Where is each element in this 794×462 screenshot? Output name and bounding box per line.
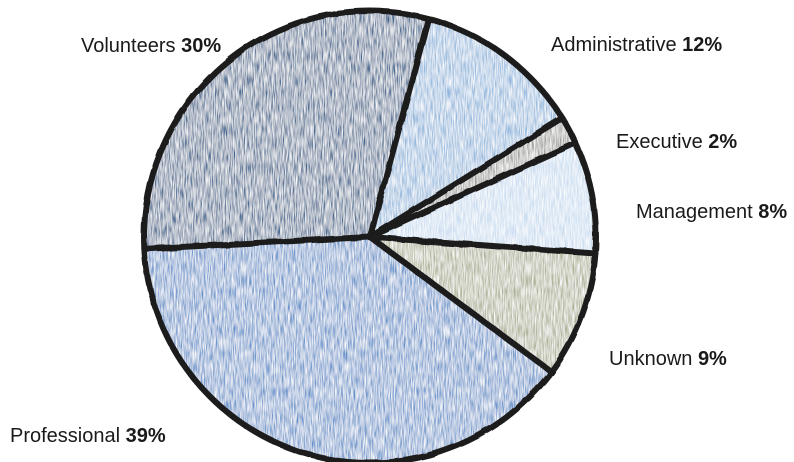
slice-label-percent: 2% bbox=[708, 131, 737, 153]
pie-dividers bbox=[141, 8, 599, 462]
slice-label-administrative: Administrative 12% bbox=[551, 34, 722, 56]
slice-label-percent: 8% bbox=[758, 201, 787, 223]
slice-label-management: Management 8% bbox=[636, 201, 787, 223]
slice-label-percent: 39% bbox=[126, 425, 166, 447]
pie-divider-line bbox=[367, 234, 555, 375]
slice-label-professional: Professional 39% bbox=[10, 425, 166, 447]
pie-slice-professional bbox=[144, 237, 552, 462]
slice-label-name: Administrative bbox=[551, 34, 682, 56]
slice-label-name: Volunteers bbox=[81, 35, 181, 57]
slice-label-executive: Executive 2% bbox=[616, 131, 737, 153]
pie-divider-line bbox=[367, 139, 579, 240]
pie-divider-line bbox=[141, 234, 373, 252]
pie-slice-administrative bbox=[370, 18, 563, 238]
pie-divider-line bbox=[367, 114, 566, 240]
slice-label-percent: 9% bbox=[698, 348, 727, 370]
pie-divider-line bbox=[367, 234, 599, 257]
slice-label-name: Professional bbox=[10, 425, 126, 447]
pie-labels: Administrative 12% Executive 2% Management… bbox=[10, 34, 787, 447]
slice-label-percent: 30% bbox=[181, 35, 221, 57]
slice-label-name: Executive bbox=[616, 131, 708, 153]
pie-slice-management bbox=[370, 142, 596, 254]
pie-divider-line bbox=[367, 15, 432, 240]
pie-outline bbox=[141, 8, 599, 462]
slice-label-unknown: Unknown 9% bbox=[609, 348, 727, 370]
pie-slice-unknown bbox=[370, 237, 596, 372]
slice-label-volunteers: Volunteers 30% bbox=[81, 35, 221, 57]
slice-label-percent: 12% bbox=[682, 34, 722, 56]
pie-slice-volunteers bbox=[144, 11, 429, 249]
slice-label-name: Management bbox=[636, 201, 758, 223]
slice-label-name: Unknown bbox=[609, 348, 698, 370]
